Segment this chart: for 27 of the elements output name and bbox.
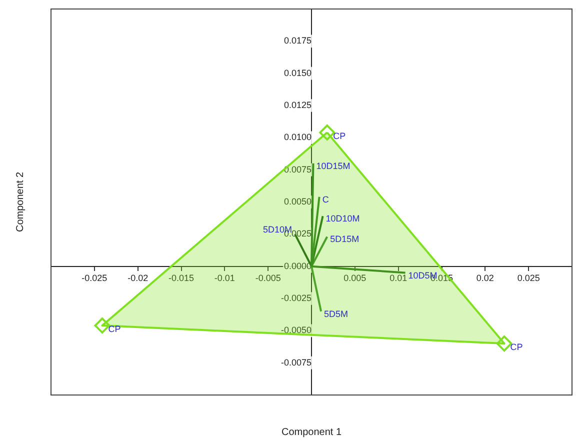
x-tick-label: 0.025 <box>517 273 540 284</box>
text: CP <box>510 342 523 352</box>
x-tick-label: 0.005 <box>344 273 366 284</box>
x-tick-label: 0.01 <box>390 273 408 284</box>
y-tick-label: 0.0175 <box>284 36 312 46</box>
y-tick-label: 0.0100 <box>284 132 312 142</box>
text: CP <box>108 324 121 334</box>
y-axis-title: Component 2 <box>14 172 26 232</box>
y-tick-label: -0.0025 <box>280 292 312 303</box>
series-label: CP <box>333 131 346 142</box>
x-tick-label: -0.005 <box>255 273 281 284</box>
series-label: 5D15M <box>330 234 360 244</box>
x-tick-label: -0.015 <box>168 273 194 284</box>
x-tick-label: -0.025 <box>82 273 108 284</box>
series-label: 10D10M <box>326 214 360 224</box>
y-tick-label: 0.0150 <box>284 68 312 78</box>
series-label: 5D5M <box>324 308 348 319</box>
x-tick-label: -0.02 <box>128 273 148 284</box>
series-label: C <box>322 194 330 204</box>
x-tick-label: 0.02 <box>476 273 494 284</box>
x-axis-title: Component 1 <box>281 426 342 438</box>
y-tick-label: -0.0075 <box>280 357 312 368</box>
y-tick-label: -0.0050 <box>280 325 312 336</box>
y-tick-label: 0.0125 <box>284 100 312 110</box>
y-tick-label: 0.0050 <box>284 196 312 206</box>
series-label: 10D15M <box>316 160 350 171</box>
x-tick-label: -0.01 <box>214 273 235 284</box>
